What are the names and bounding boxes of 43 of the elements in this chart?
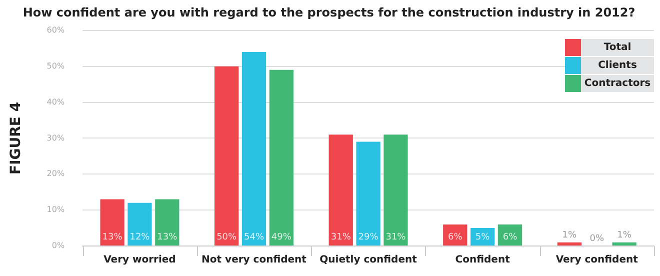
data-label: 13%	[102, 232, 123, 242]
data-label: 54%	[244, 232, 264, 242]
y-tick-label: 20%	[46, 169, 65, 178]
y-axis-title: FIGURE 4	[8, 102, 24, 174]
y-tick-label: 30%	[46, 133, 65, 142]
data-label: 6%	[502, 232, 518, 242]
bar	[557, 242, 582, 246]
legend-label: Contractors	[581, 75, 654, 92]
x-tick-label: Not very confident	[202, 254, 307, 266]
legend-label: Total	[581, 39, 654, 56]
chart-title: How confident are you with regard to the prospects for the construction industry in 2012?	[22, 5, 636, 20]
data-label: 12%	[130, 232, 150, 242]
data-label: 6%	[448, 232, 463, 242]
data-label: 29%	[358, 232, 379, 242]
bar	[384, 134, 408, 246]
bar	[128, 202, 152, 246]
x-tick-label: Very confident	[556, 254, 638, 266]
data-label: 13%	[157, 232, 178, 242]
data-label: 0%	[590, 234, 604, 244]
data-label: 1%	[617, 230, 632, 240]
bar	[328, 134, 353, 246]
x-tick-label: Quietly confident	[320, 254, 418, 266]
y-tick-label: 50%	[46, 61, 65, 70]
data-label: 5%	[475, 232, 490, 242]
data-label: 49%	[271, 232, 292, 242]
bar	[612, 242, 636, 246]
bar	[100, 199, 124, 246]
bar	[155, 199, 180, 246]
x-tick-label: Very worried	[104, 254, 176, 266]
bar	[356, 142, 380, 246]
y-tick-label: 10%	[46, 205, 65, 214]
data-label: 31%	[330, 232, 352, 242]
y-tick-label: 40%	[46, 97, 65, 106]
data-label: 50%	[216, 232, 238, 242]
x-tick-label: Confident	[455, 254, 510, 266]
y-tick-label: 0%	[52, 241, 65, 250]
data-label: 31%	[386, 232, 406, 242]
legend-label: Clients	[581, 57, 654, 74]
bar	[214, 66, 239, 246]
bar	[242, 52, 266, 246]
bar	[269, 70, 294, 246]
data-label: 1%	[562, 230, 578, 240]
y-tick-label: 60%	[46, 25, 65, 34]
